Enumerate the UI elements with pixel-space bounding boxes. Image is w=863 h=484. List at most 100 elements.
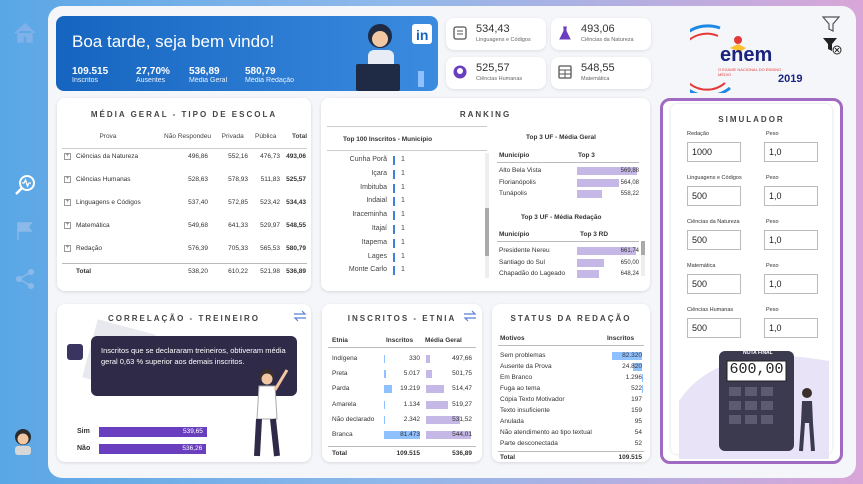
- sidebar: [0, 0, 48, 484]
- table-cell: 549,68: [188, 222, 208, 229]
- media-geral-table: Prova Não Respondeu Privada Pública Tota…: [62, 126, 307, 149]
- rank-value: 1: [401, 197, 405, 205]
- score-input[interactable]: 500: [687, 230, 741, 250]
- inscritos-bar: [384, 385, 393, 394]
- simulador-card: SIMULADOR NOTA FINAL 600,00 Redação Peso 1…: [660, 98, 843, 464]
- inscritos-value: 52: [634, 440, 642, 447]
- value-bar: [577, 190, 602, 198]
- filter-icon[interactable]: [822, 16, 840, 32]
- kpi-card-linguagens: 534,43 Linguagens e Códigos: [446, 18, 546, 50]
- field-label: Matemática: [687, 263, 716, 269]
- correlacao-bar: [99, 444, 207, 454]
- total-media: 536,89: [452, 450, 472, 457]
- bar-label: Sim: [77, 428, 90, 435]
- table-cell: 565,53: [260, 245, 280, 252]
- peso-label: Peso: [766, 307, 779, 313]
- table-cell: 536,89: [286, 268, 306, 275]
- value-bar: [577, 178, 620, 187]
- flag-icon[interactable]: [12, 218, 38, 244]
- motivo-label: Em Branco: [500, 374, 533, 381]
- peso-input[interactable]: 1,0: [764, 318, 818, 338]
- rank-value: 1: [401, 169, 405, 177]
- value-bar: [577, 167, 637, 175]
- score-input[interactable]: 1000: [687, 142, 741, 162]
- expand-icon[interactable]: +: [64, 199, 71, 206]
- table-cell: 552,16: [228, 153, 248, 160]
- expand-icon[interactable]: +: [64, 176, 71, 183]
- inscritos-value: 197: [631, 396, 642, 403]
- motivo-label: Não atendimento ao tipo textual: [500, 429, 592, 436]
- municipio-label: Itapema: [361, 238, 387, 246]
- kpi-card-value: 493,06: [581, 23, 615, 35]
- person-laptop-illustration: in: [356, 24, 432, 91]
- table-cell: 523,42: [260, 199, 280, 206]
- value-bar: [577, 258, 605, 267]
- clear-filter-icon[interactable]: [822, 37, 842, 55]
- municipio-label: Indaial: [366, 197, 387, 205]
- peso-input[interactable]: 1,0: [764, 186, 818, 206]
- media-bar: [426, 431, 472, 439]
- etnia-label: Amarela: [332, 400, 357, 408]
- peso-label: Peso: [766, 263, 779, 269]
- total-inscritos: 109.515: [396, 450, 421, 457]
- municipio-label: Itajaí: [371, 225, 387, 232]
- rank-bar: [393, 225, 395, 234]
- home-icon[interactable]: [12, 20, 38, 46]
- rank-value: 1: [401, 225, 405, 232]
- table-cell: Ciências da Natureza: [76, 153, 139, 160]
- rank-value: 1: [401, 252, 405, 260]
- rank-value: 1: [401, 183, 405, 191]
- score-input[interactable]: 500: [687, 274, 741, 294]
- expand-icon[interactable]: +: [64, 245, 71, 252]
- swap-icon[interactable]: [463, 310, 477, 322]
- table-cell: 525,57: [286, 176, 306, 183]
- person-pointing-illustration: [254, 369, 289, 457]
- table-cell: 578,93: [228, 176, 248, 183]
- flask-icon: [559, 26, 571, 40]
- inscritos-bar: [384, 431, 420, 439]
- municipio-label: Içara: [371, 169, 387, 177]
- value-bar: [577, 247, 637, 255]
- search-analytics-icon[interactable]: [12, 172, 38, 198]
- kpi-card-value: 534,43: [476, 23, 510, 35]
- media-value: 514,47: [452, 385, 472, 393]
- peso-label: Peso: [766, 219, 779, 225]
- nota-final-label: NOTA FINAL: [743, 350, 773, 356]
- avatar[interactable]: [10, 428, 36, 455]
- kpi-card-natureza: 493,06 Ciências da Natureza: [551, 18, 651, 50]
- col-header: Top 3: [578, 152, 595, 159]
- svg-text:in: in: [416, 27, 428, 43]
- inscritos-value: 522: [631, 385, 642, 392]
- logo-text: enem: [720, 44, 773, 66]
- kpi-card-humanas: 525,57 Ciências Humanas: [446, 57, 546, 89]
- calculator-icon: [558, 65, 572, 79]
- kpi-card-value: 548,55: [581, 62, 615, 74]
- card-title: INSCRITOS - ETNIA: [347, 314, 457, 323]
- total-divider: [62, 263, 307, 264]
- top100-scrollbar[interactable]: [485, 153, 489, 278]
- share-icon[interactable]: [12, 266, 38, 292]
- score-input[interactable]: 500: [687, 186, 741, 206]
- top3red-scrollbar[interactable]: [641, 241, 645, 276]
- peso-input[interactable]: 1,0: [764, 142, 818, 162]
- field-label: Redação: [687, 131, 710, 137]
- top3uf-title: Top 3 UF - Média Geral: [526, 134, 596, 141]
- score-input[interactable]: 500: [687, 318, 741, 338]
- total-inscritos: 109.515: [618, 454, 643, 461]
- col-header: Total: [291, 133, 307, 141]
- value-label: 648,24: [620, 271, 639, 277]
- expand-icon[interactable]: +: [64, 222, 71, 229]
- expand-icon[interactable]: +: [64, 153, 71, 160]
- peso-input[interactable]: 1,0: [764, 230, 818, 250]
- field-label: Ciências da Natureza: [687, 219, 740, 225]
- col-header: Média Geral: [425, 337, 462, 344]
- media-geral-card: MÉDIA GERAL - TIPO DE ESCOLA Prova Não R…: [57, 98, 311, 291]
- peso-input[interactable]: 1,0: [764, 274, 818, 294]
- ranking-card: RANKING Top 100 Inscritos - Município Cu…: [321, 98, 650, 291]
- table-cell: 705,33: [228, 245, 248, 252]
- rank-bar: [393, 238, 395, 248]
- swap-icon[interactable]: [293, 310, 307, 322]
- col-header: Não Respondeu: [164, 133, 212, 141]
- motivo-label: Anulada: [500, 418, 524, 425]
- rank-bar: [393, 266, 395, 276]
